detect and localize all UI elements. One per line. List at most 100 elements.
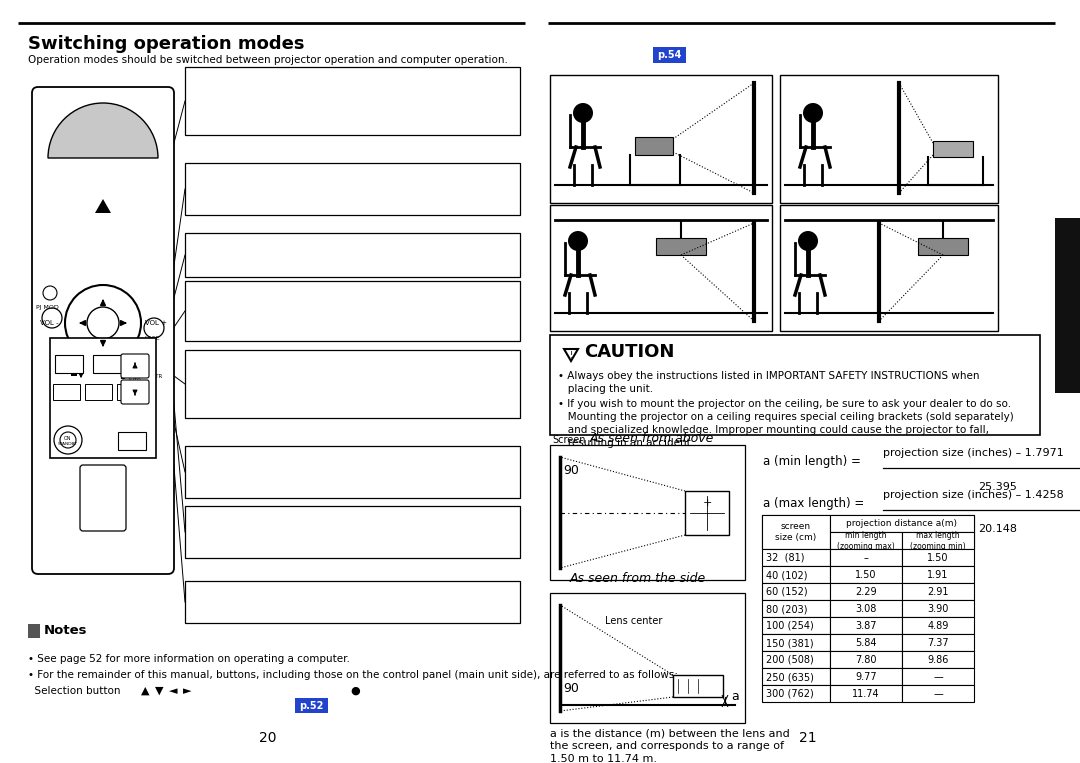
FancyBboxPatch shape [121,380,149,404]
Text: CAUTION: CAUTION [584,343,674,361]
Bar [185,163,519,215]
Text: 21: 21 [799,731,816,745]
Text: LASE: LASE [144,336,160,340]
Text: ▼: ▼ [154,686,163,696]
Bar [762,566,831,583]
Text: 7.37: 7.37 [928,638,949,648]
Text: +: + [702,498,712,508]
FancyBboxPatch shape [32,87,174,574]
FancyBboxPatch shape [81,404,125,422]
Text: min length
(zooming max): min length (zooming max) [837,531,895,551]
Text: PJ MOD: PJ MOD [37,305,59,311]
Text: Notes: Notes [44,624,87,638]
Text: 2.29: 2.29 [855,587,877,597]
Bar [295,698,328,713]
Text: 25.395: 25.395 [978,482,1017,492]
Text: 90: 90 [563,681,579,694]
Bar [831,583,902,600]
Text: p.52: p.52 [299,701,323,711]
Text: 5.84: 5.84 [855,638,877,648]
Text: ●: ● [350,686,360,696]
Text: 7.80: 7.80 [855,655,877,665]
Text: As seen from above: As seen from above [590,432,714,445]
Text: 150 (381): 150 (381) [766,638,813,648]
Text: • See page 52 for more information on operating a computer.: • See page 52 for more information on op… [28,654,350,664]
Text: MUTE: MUTE [92,390,104,394]
Text: AUTO
KEYSTONE: AUTO KEYSTONE [55,388,77,396]
Bar [902,651,974,668]
Text: 4.89: 4.89 [928,621,948,631]
Text: max length
(zooming min): max length (zooming min) [910,531,966,551]
Text: STANDBY: STANDBY [58,442,78,446]
Text: –: – [864,553,868,563]
Text: INPUT: INPUT [93,399,113,405]
Text: ►: ► [183,686,191,696]
Text: MNU ENTER: MNU ENTER [79,365,117,370]
Text: • For the remainder of this manual, buttons, including those on the control pane: • For the remainder of this manual, butt… [28,670,678,680]
Bar [762,668,831,685]
Bar [635,137,673,155]
Text: 20: 20 [259,731,276,745]
Bar [550,335,1040,435]
Text: resulting in an accident.: resulting in an accident. [558,438,694,448]
Bar [653,47,686,63]
Text: 100 (254): 100 (254) [766,621,813,631]
Bar [902,566,974,583]
Bar [762,634,831,651]
Text: projection distance a(m): projection distance a(m) [847,519,958,527]
Bar [117,384,144,400]
Text: ON: ON [64,436,71,440]
Text: 300 (762): 300 (762) [766,689,813,699]
Bar [185,506,519,558]
Text: ▲: ▲ [140,686,149,696]
Text: placing the unit.: placing the unit. [558,384,653,394]
Text: 32  (81): 32 (81) [766,553,805,563]
Text: 3.87: 3.87 [855,621,877,631]
Bar [762,600,831,617]
Bar [93,355,121,373]
Text: projection size (inches) – 1.7971: projection size (inches) – 1.7971 [883,448,1064,458]
Bar [185,581,519,623]
Text: 1.50: 1.50 [928,553,948,563]
Bar [53,384,80,400]
Bar [831,600,902,617]
Bar [902,532,974,549]
Bar [550,445,745,580]
Bar [1055,218,1080,393]
Text: —: — [933,689,943,699]
Bar [780,205,998,331]
Circle shape [798,231,818,251]
Text: AUTO: AUTO [129,378,141,383]
Bar [902,600,974,617]
Text: • Always obey the instructions listed in IMPORTANT SAFETY INSTRUCTIONS when: • Always obey the instructions listed in… [558,371,980,381]
Text: PJ-CHCK: PJ-CHCK [92,378,113,382]
FancyBboxPatch shape [80,465,126,531]
Bar [762,549,831,566]
Text: 3.08: 3.08 [855,604,877,614]
Text: 20.148: 20.148 [978,524,1017,534]
Text: VOL +: VOL + [145,320,167,326]
Circle shape [573,103,593,123]
Text: 1.91: 1.91 [928,570,948,580]
Text: 3.90: 3.90 [928,604,948,614]
Bar [118,432,146,450]
Bar [831,668,902,685]
Text: a: a [731,691,739,703]
Text: OFF: OFF [126,437,138,443]
Bar [550,75,772,203]
Text: As seen from the side: As seen from the side [570,572,706,585]
Text: 40 (102): 40 (102) [766,570,808,580]
Text: —: — [933,672,943,682]
Bar [902,549,974,566]
Bar [185,233,519,277]
Text: Switching operation modes: Switching operation modes [28,35,305,53]
Bar [902,617,974,634]
Bar [550,205,772,331]
Text: ◄: ◄ [168,686,177,696]
Bar [831,532,902,549]
Text: • If you wish to mount the projector on the ceiling, be sure to ask your dealer : • If you wish to mount the projector on … [558,399,1011,409]
Wedge shape [48,103,158,158]
Text: !: ! [569,352,572,360]
Text: 60 (152): 60 (152) [766,587,808,597]
Text: a is the distance (m) between the lens and
the screen, and corresponds to a rang: a is the distance (m) between the lens a… [550,728,789,763]
